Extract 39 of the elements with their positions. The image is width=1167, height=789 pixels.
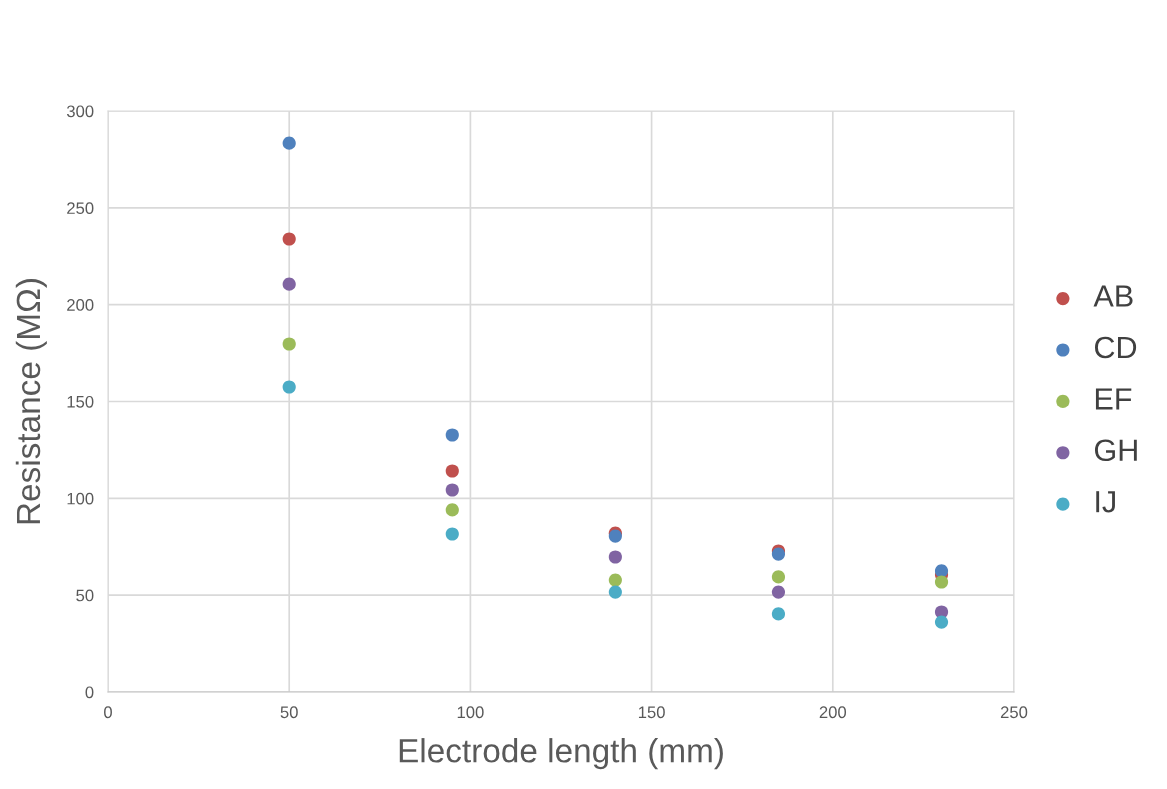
legend-label: GH <box>1094 439 1137 462</box>
point <box>282 277 296 291</box>
y-axis-title: Resistance (MΩ) <box>15 279 47 524</box>
x-tick-label: 100 <box>457 706 484 719</box>
y-tick-label: 0 <box>85 686 94 699</box>
x-tick-label: 0 <box>104 706 112 719</box>
point <box>282 232 296 246</box>
x-tick-label: 50 <box>280 706 298 719</box>
point <box>771 585 786 599</box>
point <box>282 136 296 150</box>
y-tick-label: 300 <box>66 105 94 118</box>
point <box>934 564 949 578</box>
point <box>282 337 296 351</box>
point <box>282 380 296 394</box>
y-tick-label: 150 <box>67 395 94 408</box>
point <box>608 585 622 599</box>
point <box>445 503 459 517</box>
point <box>771 607 786 621</box>
point <box>445 428 459 442</box>
y-tick-label: 250 <box>67 202 94 215</box>
x-tick-label: 200 <box>819 706 847 719</box>
x-axis-title: Electrode length (mm) <box>399 738 723 770</box>
point <box>608 550 622 564</box>
point <box>445 464 459 478</box>
legend-label: AB <box>1093 285 1133 307</box>
legend-label: CD <box>1095 336 1137 359</box>
point <box>934 615 949 629</box>
point <box>771 570 786 584</box>
y-tick-label: 200 <box>67 299 94 311</box>
y-tick-label: 50 <box>76 589 94 602</box>
point <box>445 483 459 497</box>
x-tick-label: 150 <box>638 706 665 719</box>
legend-label: IJ <box>1096 491 1115 513</box>
y-tick-label: 100 <box>67 492 94 505</box>
point <box>445 527 459 541</box>
point <box>608 573 622 587</box>
point <box>934 575 949 589</box>
legend-label: EF <box>1095 388 1132 410</box>
x-tick-label: 250 <box>1000 706 1028 719</box>
